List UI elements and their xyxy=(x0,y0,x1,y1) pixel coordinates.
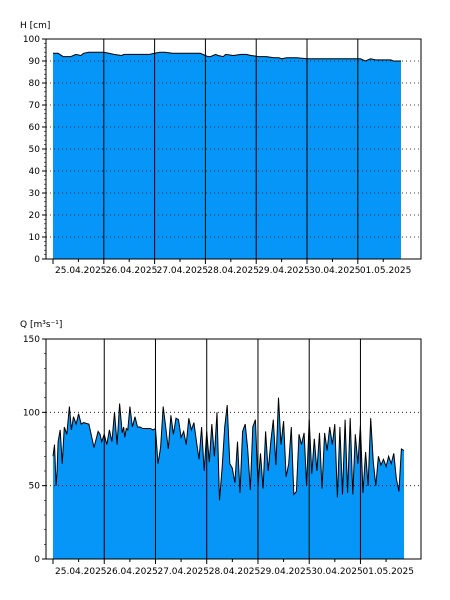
water-level-y-tick-label: 70 xyxy=(29,101,41,111)
water-level-chart: H [cm] 0 10 20 30 40 50 60 70 80 90 100 25.04.2025… xyxy=(20,21,422,276)
water-level-y-tick-label: 90 xyxy=(29,57,41,67)
water-level-x-tick-label: 29.04.2025 xyxy=(258,266,310,276)
discharge-x-tick-label: 01.05.2025 xyxy=(362,567,414,577)
water-level-y-tick-label: 50 xyxy=(29,145,41,155)
water-level-y-tick-label: 0 xyxy=(34,255,40,265)
discharge-x-tick-label: 28.04.2025 xyxy=(209,567,261,577)
discharge-x-tick-label: 27.04.2025 xyxy=(157,567,209,577)
water-level-y-tick-label: 100 xyxy=(23,35,40,45)
discharge-plot-border xyxy=(45,338,422,560)
water-level-y-tick-label: 60 xyxy=(29,123,41,133)
water-level-plot-border xyxy=(45,38,422,260)
discharge-y-tick-label: 100 xyxy=(23,408,40,418)
discharge-x-tick-label: 25.04.2025 xyxy=(55,567,107,577)
water-level-area xyxy=(53,52,401,260)
water-level-y-axis-label: H [cm] xyxy=(20,21,50,31)
discharge-y-tick-label: 50 xyxy=(29,482,41,492)
water-level-x-tick-label: 28.04.2025 xyxy=(207,266,259,276)
discharge-y-tick-label: 150 xyxy=(23,335,40,345)
water-level-x-tick-label: 26.04.2025 xyxy=(106,266,158,276)
water-level-y-tick-label: 40 xyxy=(29,167,41,177)
discharge-line xyxy=(52,397,405,501)
water-level-y-tick-label: 30 xyxy=(29,189,41,199)
water-level-y-tick-label: 20 xyxy=(29,211,41,221)
discharge-y-axis-label: Q [m³s⁻¹] xyxy=(20,320,62,330)
water-level-x-tick-label: 30.04.2025 xyxy=(309,266,361,276)
discharge-x-tick-label: 29.04.2025 xyxy=(260,567,312,577)
water-level-y-tick-label: 10 xyxy=(29,233,41,243)
discharge-x-tick-label: 30.04.2025 xyxy=(311,567,363,577)
discharge-y-tick-label: 0 xyxy=(34,555,40,565)
water-level-line xyxy=(53,51,401,62)
discharge-x-tick-label: 26.04.2025 xyxy=(106,567,158,577)
water-level-x-tick-label: 01.05.2025 xyxy=(360,266,412,276)
water-level-x-tick-label: 25.04.2025 xyxy=(55,266,107,276)
water-level-y-tick-label: 80 xyxy=(29,79,41,89)
water-level-x-tick-label: 27.04.2025 xyxy=(157,266,209,276)
discharge-area xyxy=(53,397,404,559)
discharge-chart: Q [m³s⁻¹] 0 50 100 150 25.04.2025 26.04.2025… xyxy=(20,320,422,577)
